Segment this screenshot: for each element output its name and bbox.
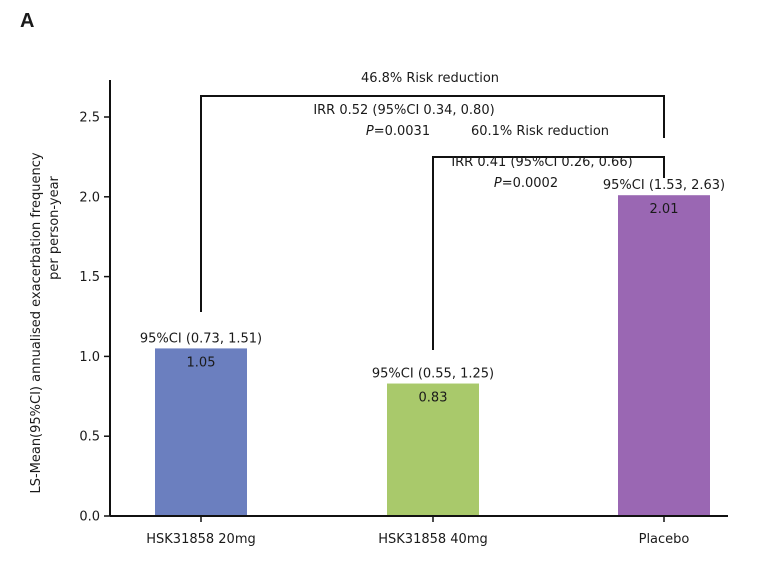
y-tick-label: 1.5: [79, 270, 100, 285]
comparison-bracket: [200, 95, 665, 312]
bars: 1.05 95%CI (0.73, 1.51) HSK31858 20mg 0.83 9…: [140, 178, 725, 547]
x-tick-label: Placebo: [639, 532, 690, 547]
irr-label: IRR 0.52 (95%CI 0.34, 0.80): [313, 103, 494, 118]
bar: [618, 195, 710, 517]
p-value-label: P=0.0031: [366, 124, 430, 139]
ci-label: 95%CI (0.55, 1.25): [372, 367, 494, 382]
ci-label: 95%CI (0.73, 1.51): [140, 331, 262, 346]
y-tick-label: 0.5: [79, 430, 100, 445]
bar-value-label: 0.83: [419, 391, 448, 406]
y-tick-label: 2.5: [79, 111, 100, 126]
x-tick-label: HSK31858 40mg: [378, 532, 488, 547]
bar-value-label: 2.01: [650, 202, 679, 217]
irr-label: IRR 0.41 (95%CI 0.26, 0.66): [451, 155, 632, 170]
risk-reduction-label: 60.1% Risk reduction: [471, 124, 609, 139]
y-tick-label: 2.0: [79, 190, 100, 205]
comparison-brackets: 46.8% Risk reduction IRR 0.52 (95%CI 0.34…: [200, 71, 665, 350]
bar: [387, 383, 479, 516]
y-axis-ticks: 0.0 0.5 1.0 1.5 2.0 2.5: [79, 111, 110, 525]
y-tick-label: 1.0: [79, 350, 100, 365]
p-value-label: P=0.0002: [494, 176, 558, 191]
y-tick-label: 0.0: [79, 510, 100, 525]
y-axis-title: LS-Mean(95%CI) annualised exacerbation f…: [29, 152, 62, 493]
risk-reduction-label: 46.8% Risk reduction: [361, 71, 499, 86]
comparison-bracket: [432, 156, 665, 350]
y-axis-label-line-2: per person-year: [47, 175, 62, 279]
x-tick-label: HSK31858 20mg: [146, 532, 256, 547]
bar-value-label: 1.05: [187, 355, 216, 370]
bar: [155, 348, 247, 516]
panel-letter: A: [20, 10, 35, 32]
axes: [109, 80, 728, 517]
ci-label: 95%CI (1.53, 2.63): [603, 178, 725, 193]
y-axis-label-line-1: LS-Mean(95%CI) annualised exacerbation f…: [29, 152, 44, 493]
